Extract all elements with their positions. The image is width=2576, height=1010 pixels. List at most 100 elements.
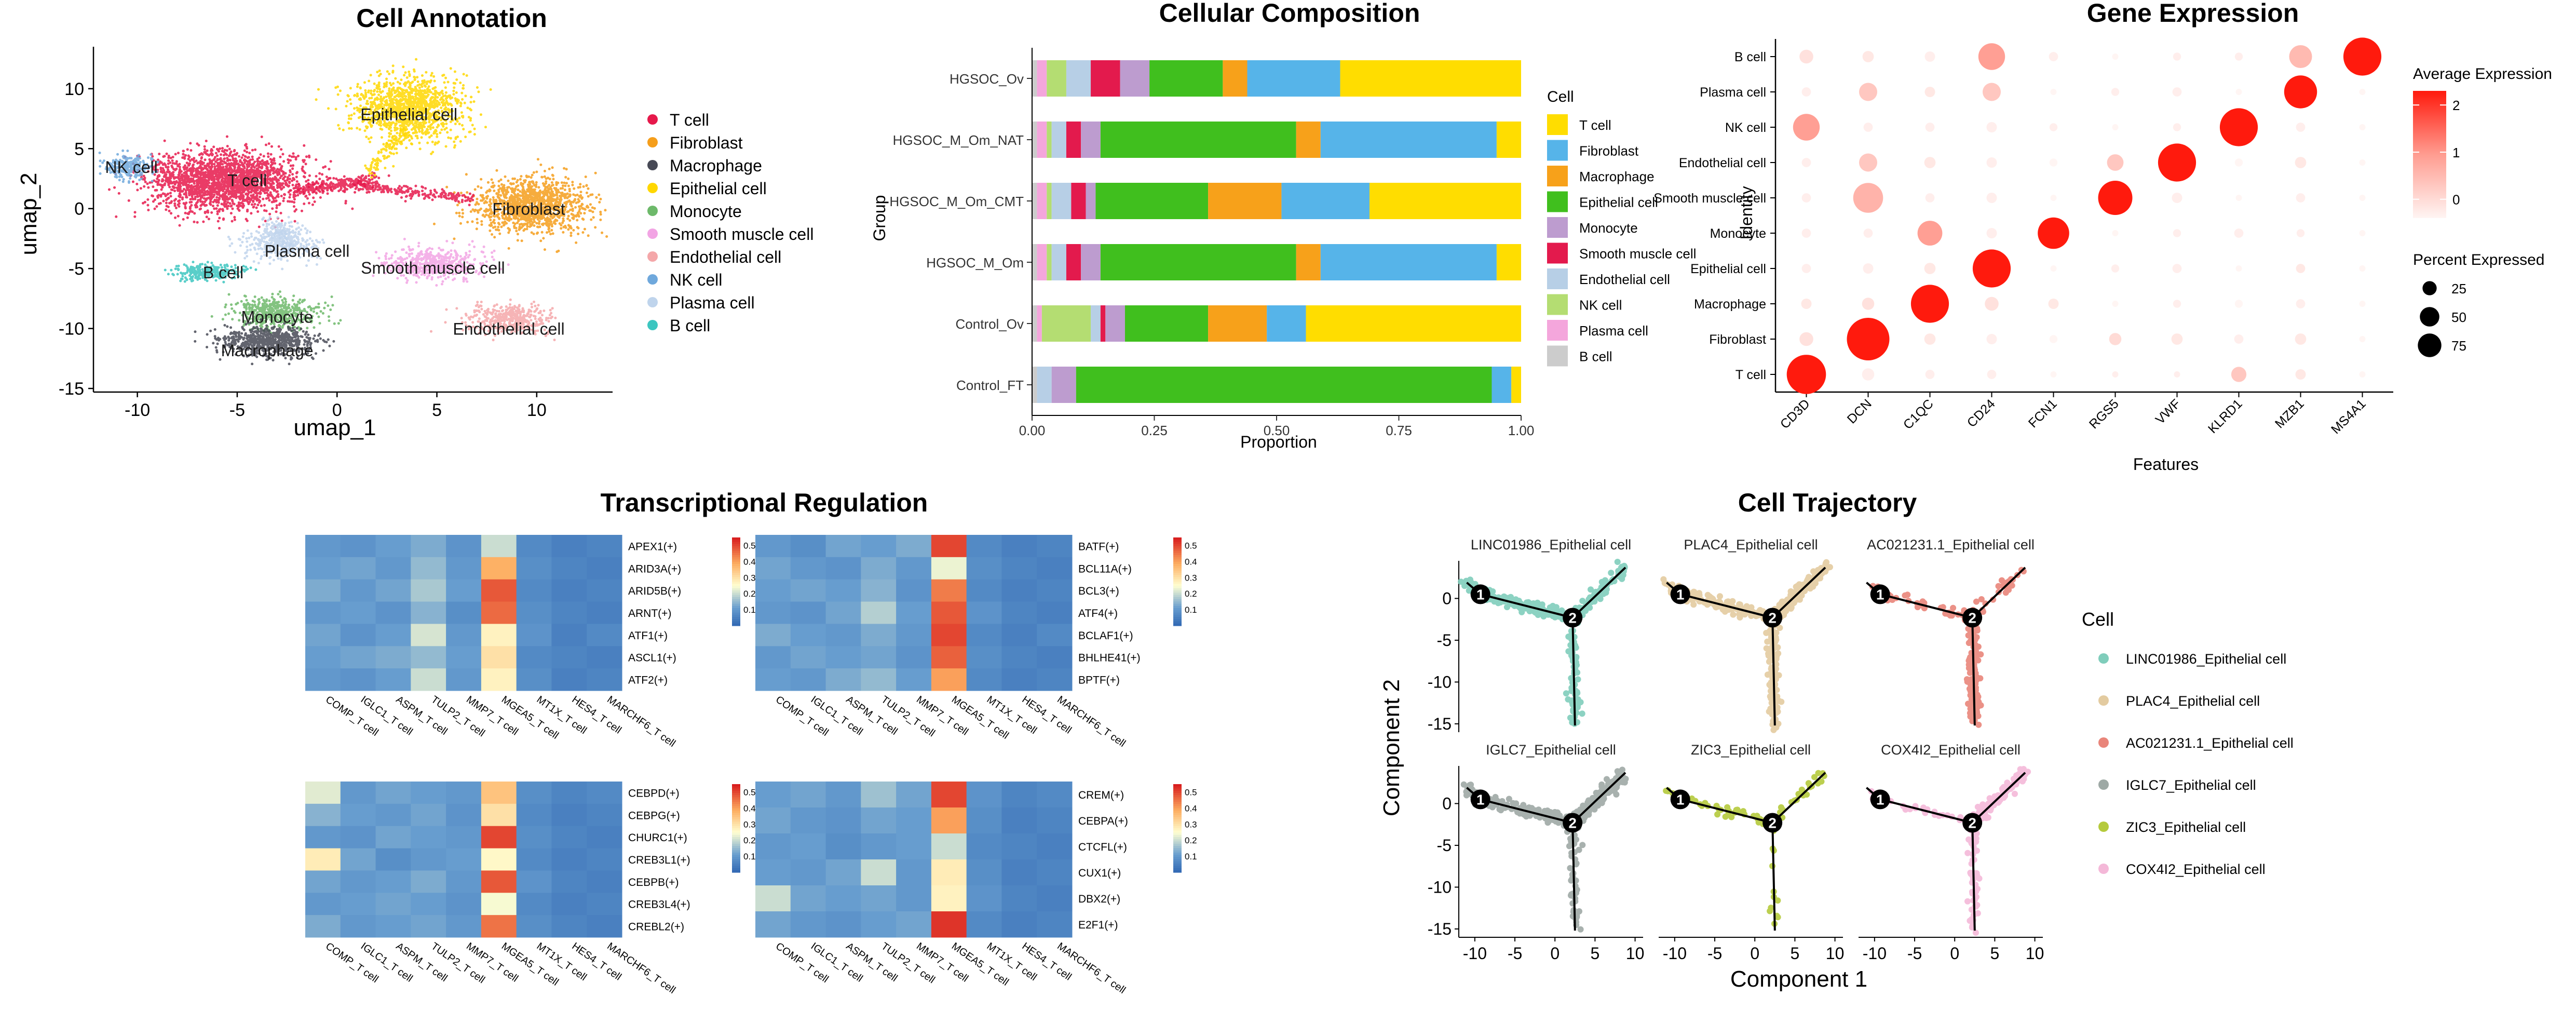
- heatmap-colorbar-tick-label: 0.2: [743, 589, 756, 599]
- heatmap-cell-cebpa-comp-t-cell: [755, 807, 791, 834]
- dotplot-dot-monocyte-c1qc: [1917, 221, 1943, 246]
- composition-axes: HGSOC_Ov HGSOC_M_Om_NAT HGSOC_M_Om_CMT HGSO…: [889, 48, 1534, 438]
- dotplot-dot-plasma-cell-cd24: [1983, 83, 2001, 101]
- dotplot-dot-plasma-cell-vwf: [2172, 87, 2182, 97]
- heatmap-colorbar-segment: [732, 553, 740, 556]
- heatmap-colorbar-segment: [732, 577, 740, 580]
- heatmap-cell-cebpb-mgea5-t-cell: [481, 870, 517, 893]
- dotplot-dot-plasma-cell-mzb1: [2284, 75, 2317, 109]
- composition-bar-hgsoc-m-om-nat: [1032, 122, 1521, 158]
- composition-segment-macrophage: [1223, 60, 1248, 97]
- dotplot-dot-t-cell-vwf: [2174, 371, 2180, 378]
- composition-segment-b-cell: [1032, 244, 1037, 280]
- umap-cluster-monocyte: [210, 290, 342, 334]
- heatmap-colorbar-segment: [1173, 544, 1182, 547]
- heatmap-cell-creb3l1-marchf6-t-cell: [587, 848, 622, 871]
- trajectory-x-tick-label: -10: [1663, 944, 1687, 963]
- heatmap-colorbar-segment: [1173, 553, 1182, 556]
- composition-segment-smooth-muscle-cell: [1066, 244, 1081, 280]
- heatmap-row-label: E2F1(+): [1078, 919, 1118, 931]
- heatmap-colorbar-segment: [1173, 828, 1182, 831]
- heatmap-cell-cebpd-marchf6-t-cell: [587, 782, 622, 804]
- heatmap-colorbar-segment: [1173, 608, 1182, 611]
- heatmap-cell-bhlhe41-mgea5-t-cell: [931, 646, 967, 669]
- dotplot-dot-macrophage-rgs5: [2112, 301, 2119, 307]
- umap-y-tick-label: 5: [74, 139, 84, 159]
- heatmap-colorbar-segment: [732, 830, 740, 833]
- trajectory-branch-node: [1470, 789, 1490, 810]
- dotplot-dot-fibroblast-cd24: [1986, 334, 1997, 344]
- dotplot-dot-monocyte-mzb1: [2296, 229, 2305, 237]
- dotplot-dot-b-cell-c1qc: [1924, 51, 1935, 62]
- heatmap-colorbar-segment: [732, 561, 740, 564]
- trajectory-branch-node: [1962, 608, 1983, 628]
- heatmap-colorbar-segment: [732, 597, 740, 600]
- trajectory-legend-title: Cell: [2082, 609, 2114, 630]
- umap-x-tick-label: 0: [332, 400, 342, 420]
- heatmap-cell-churc1-marchf6-t-cell: [587, 826, 622, 849]
- composition-bar-control-ft: [1032, 367, 1521, 403]
- heatmap-cell-creb3l4-mgea5-t-cell: [481, 893, 517, 915]
- heatmap-cell-cebpb-iglc1-t-cell: [340, 870, 376, 893]
- dotplot-dot-endothelial-cell-dcn: [1859, 153, 1877, 172]
- umap-label-smooth-muscle-cell: Smooth muscle cell: [361, 259, 505, 277]
- heatmap-cell-cebpd-mmp7-t-cell: [446, 782, 482, 804]
- heatmap-colorbar-segment: [732, 802, 740, 804]
- heatmap-row-label: BCL11A(+): [1078, 563, 1132, 575]
- dotplot-dot-b-cell-dcn: [1862, 51, 1874, 62]
- dotplot-identity-label: Smooth muscle cell: [1653, 191, 1766, 206]
- heatmap-colorbar-segment: [732, 570, 740, 573]
- umap-points-macrophage: [194, 318, 335, 366]
- umap-legend-label-fibroblast: Fibroblast: [670, 133, 743, 152]
- trajectory-subplot-title: LINC01986_Epithelial cell: [1471, 537, 1631, 553]
- heatmap-cell-atf2-comp-t-cell: [305, 668, 341, 691]
- composition-segment-endothelial-cell: [1091, 305, 1101, 342]
- heatmap-cell-ascl1-marchf6-t-cell: [587, 646, 622, 669]
- heatmap-row-label: BATF(+): [1078, 541, 1119, 553]
- composition-segment-b-cell: [1032, 122, 1037, 158]
- heatmap-colorbar-segment: [732, 848, 740, 851]
- heatmap-cell-bptf-mgea5-t-cell: [931, 668, 967, 691]
- trajectory-node-label: 2: [1568, 815, 1577, 831]
- umap-x-tick-label: 10: [527, 400, 547, 420]
- heatmap-cell-apex1-tulp2-t-cell: [411, 535, 446, 558]
- heatmap-colorbar-segment: [1173, 826, 1182, 829]
- heatmap-cell-apex1-comp-t-cell: [305, 535, 341, 558]
- heatmap-colorbar-segment: [732, 605, 740, 609]
- heatmap-colorbar-tick-label: 0.1: [743, 852, 756, 861]
- heatmap-cell-e2f1-hes4-t-cell: [1001, 911, 1037, 938]
- heatmap-cell-e2f1-comp-t-cell: [755, 911, 791, 938]
- composition-segment-macrophage: [1296, 122, 1321, 158]
- heatmap-cell-arid5b-mt1x-t-cell: [516, 579, 552, 602]
- heatmap-colorbar-segment: [1173, 852, 1182, 855]
- umap-cluster-macrophage: [194, 318, 335, 366]
- heatmap-cell-atf1-mt1x-t-cell: [516, 624, 552, 647]
- heatmap-cell-cebpd-iglc1-t-cell: [340, 782, 376, 804]
- heatmap-cell-batf-mmp7-t-cell: [896, 535, 932, 558]
- composition-legend-swatch-b-cell: [1547, 345, 1568, 367]
- trajectory-branch-node: [1670, 584, 1690, 604]
- composition-segment-monocyte: [1081, 244, 1101, 280]
- umap-label-b-cell: B cell: [203, 263, 243, 282]
- umap-cluster-endothelial-cell: [429, 298, 557, 342]
- umap-points-nk-cell: [98, 149, 159, 184]
- heatmap-colorbar-segment: [732, 621, 740, 624]
- heatmap-colorbar-segment: [732, 837, 740, 840]
- heatmap-colorbar-segment: [1173, 599, 1182, 602]
- trajectory-y-tick-label: -5: [1437, 836, 1452, 855]
- heatmap-cell-creb3l1-comp-t-cell: [305, 848, 341, 871]
- dotplot-dot-t-cell-fcn1: [2050, 371, 2057, 378]
- heatmap-cell-atf2-iglc1-t-cell: [340, 668, 376, 691]
- heatmap-colorbar-segment: [1173, 570, 1182, 573]
- heatmap-colorbar-segment: [732, 864, 740, 866]
- heatmap-colorbar-segment: [1173, 601, 1182, 604]
- heatmap-colorbar-segment: [1173, 564, 1182, 567]
- umap-legend-swatch-epithelial-cell: [647, 183, 658, 193]
- heatmap-cell-arnt-hes4-t-cell: [551, 601, 587, 624]
- heatmap-colorbar-segment: [1173, 537, 1182, 540]
- trajectory-legend-label-linc01986-epithelial-cell: LINC01986_Epithelial cell: [2126, 651, 2286, 667]
- umap-legend-label-plasma-cell: Plasma cell: [670, 293, 755, 312]
- trajectory-legend-label-cox4i2-epithelial-cell: COX4I2_Epithelial cell: [2126, 861, 2266, 877]
- heatmap-cell-ascl1-comp-t-cell: [305, 646, 341, 669]
